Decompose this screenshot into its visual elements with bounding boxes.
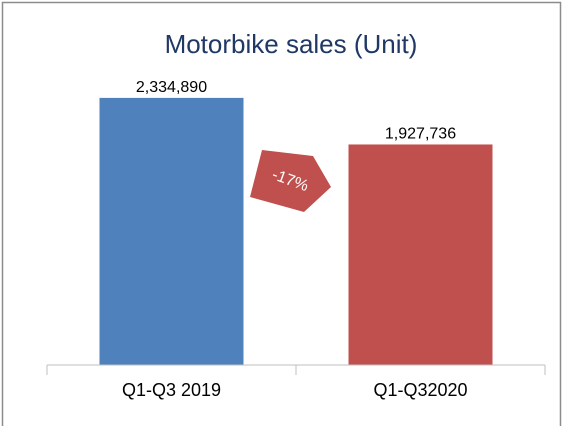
annotation-group: -17% (250, 150, 331, 212)
x-tick-label: Q1-Q32020 (373, 380, 467, 400)
chart-title: Motorbike sales (Unit) (165, 29, 418, 59)
bar (99, 97, 244, 365)
value-label: 2,334,890 (136, 79, 207, 96)
x-tick-label: Q1-Q3 2019 (122, 380, 221, 400)
value-label: 1,927,736 (385, 126, 456, 143)
annotation-shape (250, 150, 331, 212)
bar (348, 144, 493, 365)
